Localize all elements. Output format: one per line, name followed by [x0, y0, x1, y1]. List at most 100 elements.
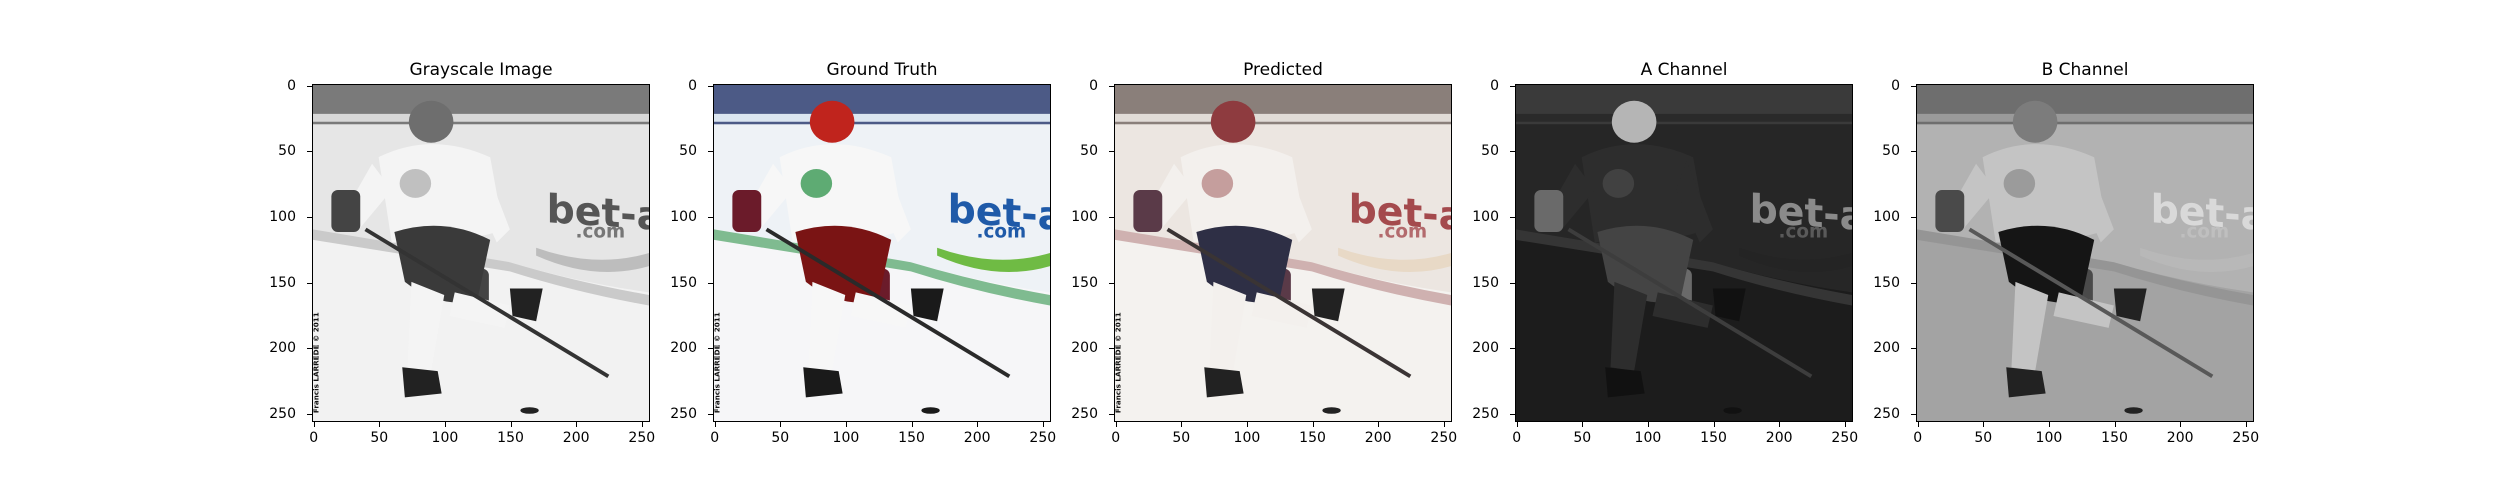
y-tick-label: 100 [1071, 208, 1098, 225]
y-tick [1510, 216, 1516, 218]
x-tick-label: 50 [771, 430, 790, 446]
x-tick-label: 150 [898, 430, 925, 446]
y-tick-label: 200 [1472, 340, 1499, 357]
y-tick-label: 250 [1071, 405, 1098, 422]
x-tick [1378, 421, 1380, 427]
panel-title: Ground Truth [826, 60, 938, 80]
y-tick-label: 50 [1080, 143, 1098, 160]
y-tick [1911, 216, 1917, 218]
panel-image: bet-at-ho .com [1916, 84, 2254, 422]
panel-gray: Grayscale Image bet-at-ho .com [0, 0, 655, 500]
panel-image: bet-at-ho .com [1515, 84, 1853, 422]
y-tick-label: 250 [269, 405, 296, 422]
y-tick-label: 100 [269, 208, 296, 225]
y-tick-label: 100 [670, 208, 697, 225]
x-tick-label: 200 [963, 430, 991, 446]
y-tick [1510, 348, 1516, 350]
hockey-scene: bet-at-ho .com Francis LARREDE © 2011 [313, 85, 649, 421]
y-tick [307, 216, 313, 218]
y-tick-label: 150 [1873, 274, 1900, 291]
x-tick-label: 50 [370, 430, 389, 446]
panel-a: A Channel bet-at-ho .com [1203, 0, 1858, 500]
x-tick [1516, 421, 1518, 427]
y-tick-label: 200 [1873, 340, 1900, 357]
x-tick [2114, 421, 2116, 427]
y-tick [1911, 348, 1917, 350]
y-tick [708, 85, 714, 87]
y-tick [1911, 151, 1917, 153]
y-tick-label: 100 [1472, 208, 1499, 225]
y-tick [1510, 282, 1516, 284]
y-tick [307, 85, 313, 87]
x-tick [977, 421, 979, 427]
y-tick [1109, 216, 1115, 218]
y-tick [1109, 413, 1115, 415]
x-tick [1713, 421, 1715, 427]
x-tick-label: 150 [1700, 430, 1727, 446]
y-tick [1109, 85, 1115, 87]
y-tick [307, 151, 313, 153]
y-tick-label: 150 [1472, 274, 1499, 291]
x-tick [1312, 421, 1314, 427]
x-tick [1042, 421, 1044, 427]
y-tick-label: 50 [1481, 143, 1499, 160]
y-tick [307, 282, 313, 284]
y-tick-label: 0 [287, 77, 296, 94]
x-tick [2245, 421, 2247, 427]
panel-title: Grayscale Image [409, 60, 553, 80]
y-tick [1109, 348, 1115, 350]
panel-gt: Ground Truth bet-at-ho .com Fr [401, 0, 1056, 500]
y-tick [1911, 85, 1917, 87]
panel-image: bet-at-ho .com Francis LARREDE © 2011 [713, 84, 1051, 422]
x-tick-label: 250 [628, 430, 656, 446]
x-tick [1181, 421, 1183, 427]
hockey-scene: bet-at-ho .com Francis LARREDE © 2011 [714, 85, 1050, 421]
panel-title: B Channel [2041, 60, 2129, 80]
y-tick [708, 151, 714, 153]
x-tick [313, 421, 315, 427]
x-tick [1917, 421, 1919, 427]
panel-title: A Channel [1640, 60, 1728, 80]
y-tick [708, 413, 714, 415]
panel-image: bet-at-ho .com Francis LARREDE © 2011 [312, 84, 650, 422]
y-tick [708, 282, 714, 284]
svg-text:.com: .com [576, 221, 626, 242]
x-tick-label: 100 [832, 430, 860, 446]
y-tick [307, 348, 313, 350]
x-tick-label: 0 [710, 430, 720, 446]
x-tick [1582, 421, 1584, 427]
panel-b: B Channel bet-at-ho .com [1604, 0, 2259, 500]
y-tick [708, 348, 714, 350]
y-tick-label: 150 [1071, 274, 1098, 291]
watermark-text: Francis LARREDE © 2011 [313, 312, 320, 413]
x-tick [576, 421, 578, 427]
y-tick-label: 250 [1472, 405, 1499, 422]
y-tick-label: 150 [269, 274, 296, 291]
x-tick-label: 100 [431, 430, 459, 446]
x-tick-label: 50 [1974, 430, 1993, 446]
x-tick-label: 250 [1831, 430, 1859, 446]
y-tick-label: 0 [1089, 77, 1098, 94]
x-tick [1983, 421, 1985, 427]
x-tick [379, 421, 381, 427]
x-tick [510, 421, 512, 427]
svg-text:.com: .com [2180, 221, 2230, 242]
x-tick-label: 200 [1765, 430, 1793, 446]
hockey-scene: bet-at-ho .com Francis LARREDE © 2011 [1115, 85, 1451, 421]
y-tick-label: 100 [1873, 208, 1900, 225]
x-tick [780, 421, 782, 427]
x-tick-label: 0 [1512, 430, 1522, 446]
watermark-text: Francis LARREDE © 2011 [1115, 312, 1122, 413]
x-tick [641, 421, 643, 427]
y-tick [307, 413, 313, 415]
panel-title: Predicted [1243, 60, 1323, 80]
x-tick [845, 421, 847, 427]
hockey-scene: bet-at-ho .com [1917, 85, 2253, 421]
y-tick [1109, 282, 1115, 284]
x-tick-label: 150 [497, 430, 524, 446]
x-tick [2048, 421, 2050, 427]
x-tick [911, 421, 913, 427]
x-tick-label: 50 [1573, 430, 1592, 446]
x-tick-label: 200 [562, 430, 590, 446]
y-tick-label: 0 [688, 77, 697, 94]
